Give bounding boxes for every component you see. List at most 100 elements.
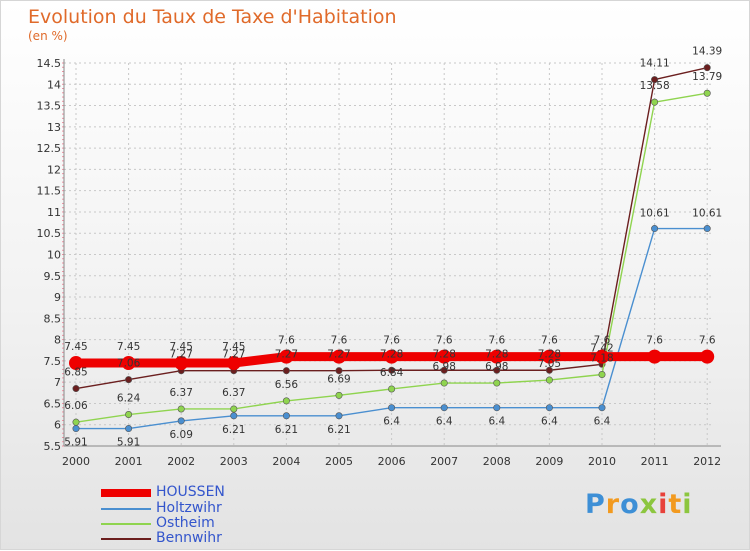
data-point-holtzwihr: [493, 404, 501, 412]
y-tick-label: 11.5: [37, 185, 62, 198]
data-label-ostheim: 13.58: [640, 80, 670, 92]
x-tick-label: 2012: [693, 455, 721, 468]
data-label-holtzwihr: 6.21: [222, 424, 245, 436]
legend-swatch-bennwihr: [101, 538, 151, 540]
x-tick-label: 2002: [167, 455, 195, 468]
legend-label-ostheim: Ostheim: [156, 515, 215, 531]
y-tick-label: 14.5: [37, 57, 62, 70]
data-point-houssen: [700, 349, 715, 364]
logo-letter: r: [605, 489, 621, 520]
data-label-houssen: 7.6: [646, 335, 663, 347]
data-label-ostheim: 6.56: [275, 379, 299, 391]
legend-swatch-houssen: [101, 489, 151, 497]
data-label-holtzwihr: 6.21: [275, 424, 298, 436]
data-point-houssen: [332, 349, 346, 364]
y-tick-label: 10: [47, 249, 61, 262]
y-tick-label: 8.5: [44, 312, 62, 325]
data-label-houssen: 7.6: [383, 335, 400, 347]
data-point-ostheim: [72, 418, 80, 426]
data-point-ostheim: [651, 98, 659, 106]
x-tick-label: 2001: [115, 455, 143, 468]
y-tick-label: 10.5: [37, 227, 62, 240]
logo-letter: t: [668, 489, 683, 520]
data-point-ostheim: [230, 405, 238, 413]
data-label-holtzwihr: 6.4: [383, 416, 400, 428]
data-label-ostheim: 13.79: [692, 71, 722, 83]
y-tick-label: 8: [54, 334, 61, 347]
data-point-houssen: [647, 349, 662, 364]
data-label-houssen: 7.6: [541, 335, 558, 347]
y-axis-unit: (en %): [28, 29, 68, 43]
data-point-ostheim: [545, 376, 553, 384]
data-label-bennwihr: 14.11: [640, 58, 670, 70]
data-label-bennwihr: 6.85: [64, 367, 87, 379]
data-label-houssen: 7.45: [117, 341, 140, 353]
data-label-ostheim: 6.98: [433, 361, 456, 373]
data-label-bennwihr: 7.06: [117, 358, 141, 370]
data-label-ostheim: 6.84: [380, 367, 404, 379]
data-point-houssen: [595, 349, 609, 364]
data-point-houssen: [542, 349, 557, 364]
data-label-ostheim: 7.18: [590, 353, 613, 365]
data-label-bennwihr: 7.27: [222, 349, 245, 361]
data-point-holtzwihr: [440, 404, 448, 412]
y-tick-label: 13: [47, 121, 61, 134]
logo-letter: i: [658, 489, 669, 520]
data-point-ostheim: [440, 379, 448, 387]
legend-swatch-ostheim: [101, 523, 151, 525]
data-point-bennwihr: [651, 76, 659, 84]
data-point-bennwihr: [440, 366, 448, 374]
chart-title: Evolution du Taux de Taxe d'Habitation: [28, 6, 397, 28]
data-label-holtzwihr: 6.4: [541, 416, 558, 428]
y-tick-label: 7.5: [44, 355, 62, 368]
data-point-holtzwihr: [598, 404, 606, 412]
data-point-houssen: [121, 356, 136, 371]
y-tick-label: 14: [47, 78, 61, 91]
data-label-ostheim: 6.06: [64, 400, 88, 412]
data-label-houssen: 7.6: [488, 335, 505, 347]
y-tick-label: 12.5: [37, 142, 62, 155]
x-tick-label: 2007: [430, 455, 458, 468]
legend-label-holtzwihr: Holtzwihr: [156, 500, 222, 516]
data-label-houssen: 7.6: [278, 335, 295, 347]
x-tick-label: 2010: [588, 455, 616, 468]
data-label-bennwihr: 7.27: [170, 349, 193, 361]
data-point-houssen: [489, 349, 504, 364]
data-label-holtzwihr: 6.4: [488, 416, 505, 428]
data-point-bennwihr: [72, 385, 80, 393]
data-point-bennwihr: [545, 366, 553, 374]
data-point-houssen: [174, 356, 189, 371]
data-point-ostheim: [282, 397, 290, 405]
y-tick-label: 9.5: [44, 270, 62, 283]
data-point-ostheim: [493, 379, 501, 387]
data-label-bennwihr: 7.28: [433, 348, 456, 360]
data-label-ostheim: 6.24: [117, 393, 141, 405]
data-label-houssen: 7.6: [699, 335, 716, 347]
data-label-holtzwihr: 10.61: [692, 208, 722, 220]
y-tick-label: 12: [47, 163, 61, 176]
y-tick-label: 11: [47, 206, 61, 219]
data-label-bennwihr: 7.28: [380, 348, 403, 360]
x-tick-label: 2011: [641, 455, 669, 468]
data-point-bennwihr: [388, 366, 396, 374]
data-label-bennwihr: 7.28: [485, 348, 508, 360]
legend-label-houssen: HOUSSEN: [156, 484, 225, 500]
data-point-holtzwihr: [545, 404, 553, 412]
data-label-ostheim: 6.37: [170, 387, 193, 399]
y-tick-label: 9: [54, 291, 61, 304]
data-label-ostheim: 6.98: [485, 361, 508, 373]
data-point-houssen: [437, 349, 452, 364]
data-point-holtzwihr: [703, 225, 711, 233]
data-label-houssen: 7.6: [594, 335, 611, 347]
data-point-houssen: [279, 349, 294, 364]
logo-letter: x: [639, 489, 659, 520]
data-point-ostheim: [125, 411, 133, 419]
x-tick-label: 2008: [483, 455, 511, 468]
data-label-bennwihr: 7.27: [327, 349, 350, 361]
y-tick-label: 6.5: [44, 397, 62, 410]
data-label-ostheim: 6.69: [327, 373, 350, 385]
data-point-holtzwihr: [125, 425, 133, 433]
y-tick-label: 6: [54, 419, 61, 432]
